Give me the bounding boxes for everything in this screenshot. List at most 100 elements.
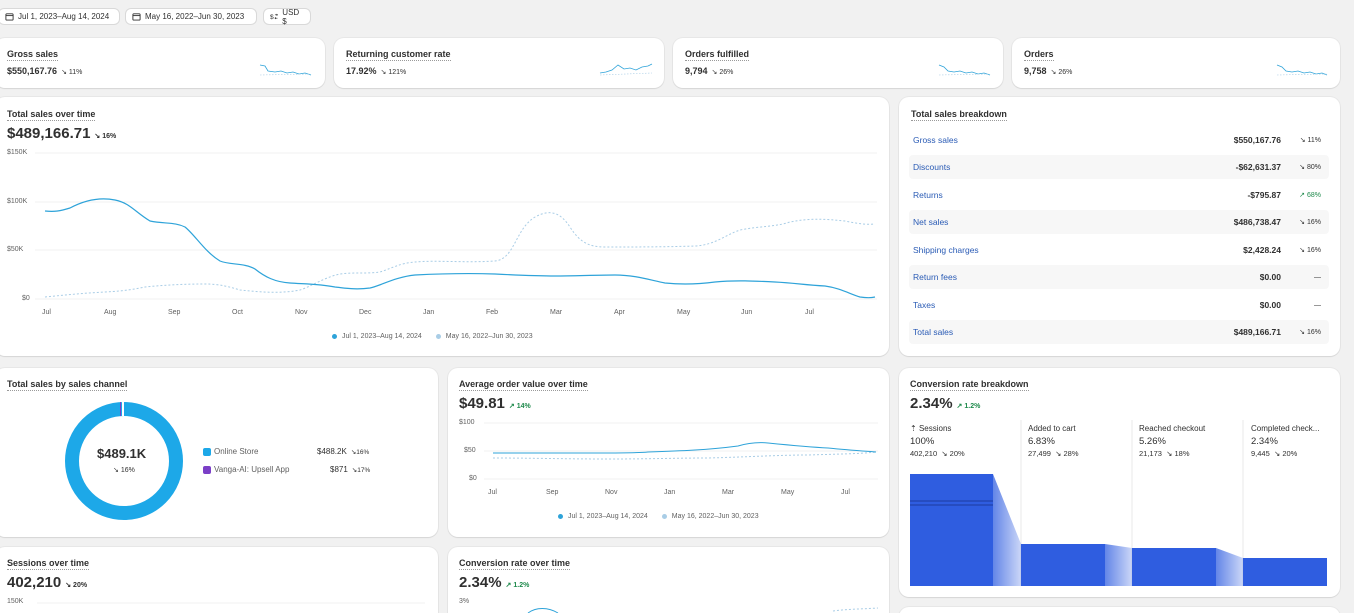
row-delta: ↗ 68% bbox=[1299, 192, 1321, 199]
currency-picker[interactable]: $ USD $ bbox=[263, 8, 311, 26]
row-label[interactable]: Returns bbox=[913, 190, 943, 200]
step-percent: 100% bbox=[910, 436, 935, 447]
breakdown-row-total-sales[interactable]: Total sales $489,166.71 ↘ 16% bbox=[909, 320, 1329, 344]
x-tick: May bbox=[781, 489, 795, 496]
kpi-title: Orders fulfilled bbox=[685, 49, 750, 61]
card-value: 2.34% ↗ 1.2% bbox=[459, 574, 530, 591]
conversion-over-time-card[interactable]: Conversion rate over time 2.34% ↗ 1.2% 3% bbox=[448, 547, 889, 613]
card-delta: ↗ 1.2% bbox=[956, 403, 981, 410]
breakdown-row-shipping[interactable]: Shipping charges $2,428.24 ↘ 16% bbox=[909, 238, 1329, 262]
kpi-sparkline bbox=[259, 64, 312, 76]
funnel-step-added-to-cart: Added to cart 6.83% 27,499 ↘ 28% bbox=[1028, 424, 1079, 458]
total-sales-over-time-card[interactable]: Total sales over time $489,166.71 ↘ 16% $… bbox=[0, 97, 889, 356]
channel-legend-online-store[interactable]: Online Store bbox=[203, 447, 258, 456]
donut-center-value: $489.1K bbox=[97, 446, 147, 461]
step-count: 27,499 ↘ 28% bbox=[1028, 449, 1079, 458]
funnel-bar-completed-checkout bbox=[1243, 558, 1327, 586]
aov-over-time-card[interactable]: Average order value over time $49.81 ↗ 14… bbox=[448, 368, 889, 537]
x-tick: Jun bbox=[741, 309, 753, 316]
kpi-value: 9,794 ↘ 26% bbox=[685, 66, 734, 76]
x-tick: Feb bbox=[486, 309, 499, 316]
breakdown-row-taxes[interactable]: Taxes $0.00 — bbox=[909, 293, 1329, 317]
sales-by-channel-card[interactable]: Total sales by sales channel $489.1K ↘ 1… bbox=[0, 368, 438, 537]
step-count: 9,445 ↘ 20% bbox=[1251, 449, 1298, 458]
x-tick: Jul bbox=[841, 489, 850, 496]
x-tick: Sep bbox=[546, 489, 559, 496]
breakdown-row-discounts[interactable]: Discounts -$62,631.37 ↘ 80% bbox=[909, 155, 1329, 179]
card-delta: ↗ 14% bbox=[508, 403, 531, 410]
next-card-partial bbox=[899, 607, 1340, 613]
row-delta: ↘ 16% bbox=[1299, 247, 1321, 254]
y-tick: $0 bbox=[22, 295, 30, 302]
row-label[interactable]: Return fees bbox=[913, 272, 957, 282]
row-delta: ↘ 16% bbox=[1299, 329, 1321, 336]
kpi-sparkline bbox=[1276, 64, 1328, 76]
y-tick: 150K bbox=[7, 598, 24, 605]
primary-series-line bbox=[44, 198, 876, 299]
y-tick: $50K bbox=[7, 246, 24, 253]
card-title: Sessions over time bbox=[7, 558, 90, 570]
step-percent: 5.26% bbox=[1139, 436, 1166, 447]
x-tick: Mar bbox=[722, 489, 735, 496]
legend-item-current[interactable]: Jul 1, 2023–Aug 14, 2024 bbox=[558, 513, 648, 520]
conversion-funnel-chart bbox=[910, 420, 1327, 586]
breakdown-row-gross-sales[interactable]: Gross sales $550,167.76 ↘ 11% bbox=[909, 128, 1329, 152]
row-value: -$62,631.37 bbox=[1235, 162, 1281, 172]
row-label[interactable]: Shipping charges bbox=[913, 245, 979, 255]
row-label[interactable]: Gross sales bbox=[913, 135, 958, 145]
row-value: $0.00 bbox=[1259, 300, 1281, 310]
conversion-breakdown-card[interactable]: Conversion rate breakdown 2.34% ↗ 1.2% ⇡ … bbox=[899, 368, 1340, 597]
legend-item-compare[interactable]: May 16, 2022–Jun 30, 2023 bbox=[435, 333, 533, 340]
legend-item-current[interactable]: Jul 1, 2023–Aug 14, 2024 bbox=[332, 333, 422, 340]
funnel-drop-2 bbox=[1105, 544, 1132, 586]
step-percent: 2.34% bbox=[1251, 436, 1278, 447]
row-label[interactable]: Discounts bbox=[913, 162, 951, 172]
kpi-card-returning-rate[interactable]: Returning customer rate 17.92% ↘ 121% bbox=[334, 38, 664, 88]
kpi-value: 9,758 ↘ 26% bbox=[1024, 66, 1073, 76]
card-delta: ↘ 20% bbox=[65, 582, 88, 589]
date-range-picker[interactable]: Jul 1, 2023–Aug 14, 2024 bbox=[0, 8, 120, 25]
row-value: $0.00 bbox=[1259, 272, 1281, 282]
calendar-compare-icon bbox=[132, 13, 141, 21]
x-tick: Aug bbox=[104, 309, 117, 316]
row-value: $489,166.71 bbox=[1233, 327, 1281, 337]
row-delta: ↘ 16% bbox=[1299, 219, 1321, 226]
legend-item-compare[interactable]: May 16, 2022–Jun 30, 2023 bbox=[661, 513, 759, 520]
x-tick: Apr bbox=[614, 309, 625, 316]
chart-legend: Jul 1, 2023–Aug 14, 2024 May 16, 2022–Ju… bbox=[558, 513, 759, 520]
sessions-icon: ⇡ bbox=[910, 424, 919, 433]
row-delta: — bbox=[1314, 301, 1321, 309]
kpi-card-orders-fulfilled[interactable]: Orders fulfilled 9,794 ↘ 26% bbox=[673, 38, 1003, 88]
sessions-over-time-card[interactable]: Sessions over time 402,210 ↘ 20% 150K bbox=[0, 547, 438, 613]
primary-series-line bbox=[493, 442, 877, 454]
row-label[interactable]: Taxes bbox=[913, 300, 936, 310]
calendar-icon bbox=[5, 13, 14, 21]
channel-value: $488.2K ↘16% bbox=[317, 447, 370, 456]
x-tick: Jan bbox=[423, 309, 435, 316]
breakdown-row-returns[interactable]: Returns -$795.87 ↗ 68% bbox=[909, 183, 1329, 207]
row-delta: ↘ 80% bbox=[1299, 164, 1321, 171]
conversion-rate-chart bbox=[527, 607, 879, 613]
y-tick: $0 bbox=[469, 475, 477, 482]
card-title: Conversion rate breakdown bbox=[910, 379, 1029, 391]
step-percent: 6.83% bbox=[1028, 436, 1055, 447]
sales-breakdown-card[interactable]: Total sales breakdown Gross sales $550,16… bbox=[899, 97, 1340, 356]
kpi-sparkline bbox=[938, 64, 991, 76]
x-tick: Nov bbox=[605, 489, 618, 496]
compare-range-picker[interactable]: May 16, 2022–Jun 30, 2023 bbox=[125, 8, 257, 25]
channel-value: $871 ↘17% bbox=[330, 465, 371, 474]
kpi-card-gross-sales[interactable]: Gross sales $550,167.76 ↘ 11% bbox=[0, 38, 325, 88]
channel-legend-vanga-ai[interactable]: Vanga-AI: Upsell App bbox=[203, 465, 289, 474]
row-label[interactable]: Net sales bbox=[913, 217, 949, 227]
row-value: -$795.87 bbox=[1247, 190, 1281, 200]
row-delta: ↘ 11% bbox=[1299, 137, 1321, 144]
row-value: $2,428.24 bbox=[1243, 245, 1281, 255]
row-label[interactable]: Total sales bbox=[913, 327, 954, 337]
breakdown-row-net-sales[interactable]: Net sales $486,738.47 ↘ 16% bbox=[909, 210, 1329, 234]
breakdown-row-return-fees[interactable]: Return fees $0.00 — bbox=[909, 265, 1329, 289]
kpi-delta: ↘ 26% bbox=[1050, 69, 1073, 76]
sessions-chart bbox=[37, 602, 425, 604]
step-count: 402,210 ↘ 20% bbox=[910, 449, 965, 458]
kpi-card-orders[interactable]: Orders 9,758 ↘ 26% bbox=[1012, 38, 1340, 88]
y-tick: $100 bbox=[459, 419, 475, 426]
